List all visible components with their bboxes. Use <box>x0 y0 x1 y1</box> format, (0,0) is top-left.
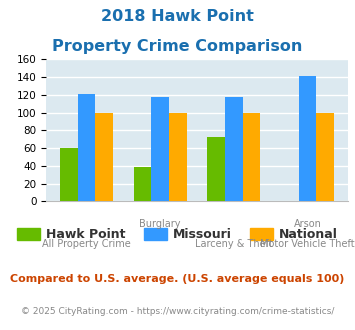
Text: Burglary: Burglary <box>140 219 181 229</box>
Bar <box>316 113 334 201</box>
Bar <box>225 97 243 201</box>
Bar <box>60 148 78 201</box>
Bar <box>151 97 169 201</box>
Bar <box>134 167 151 201</box>
Bar <box>207 137 225 201</box>
Bar <box>95 113 113 201</box>
Text: Compared to U.S. average. (U.S. average equals 100): Compared to U.S. average. (U.S. average … <box>10 274 345 284</box>
Bar <box>299 76 316 201</box>
Text: Arson: Arson <box>294 219 321 229</box>
Bar <box>243 113 260 201</box>
Text: Motor Vehicle Theft: Motor Vehicle Theft <box>260 239 355 249</box>
Bar <box>169 113 187 201</box>
Text: Larceny & Theft: Larceny & Theft <box>195 239 273 249</box>
Text: © 2025 CityRating.com - https://www.cityrating.com/crime-statistics/: © 2025 CityRating.com - https://www.city… <box>21 307 334 316</box>
Legend: Hawk Point, Missouri, National: Hawk Point, Missouri, National <box>12 223 343 246</box>
Text: 2018 Hawk Point: 2018 Hawk Point <box>101 9 254 24</box>
Text: All Property Crime: All Property Crime <box>42 239 131 249</box>
Text: Property Crime Comparison: Property Crime Comparison <box>52 39 303 54</box>
Bar <box>78 94 95 201</box>
